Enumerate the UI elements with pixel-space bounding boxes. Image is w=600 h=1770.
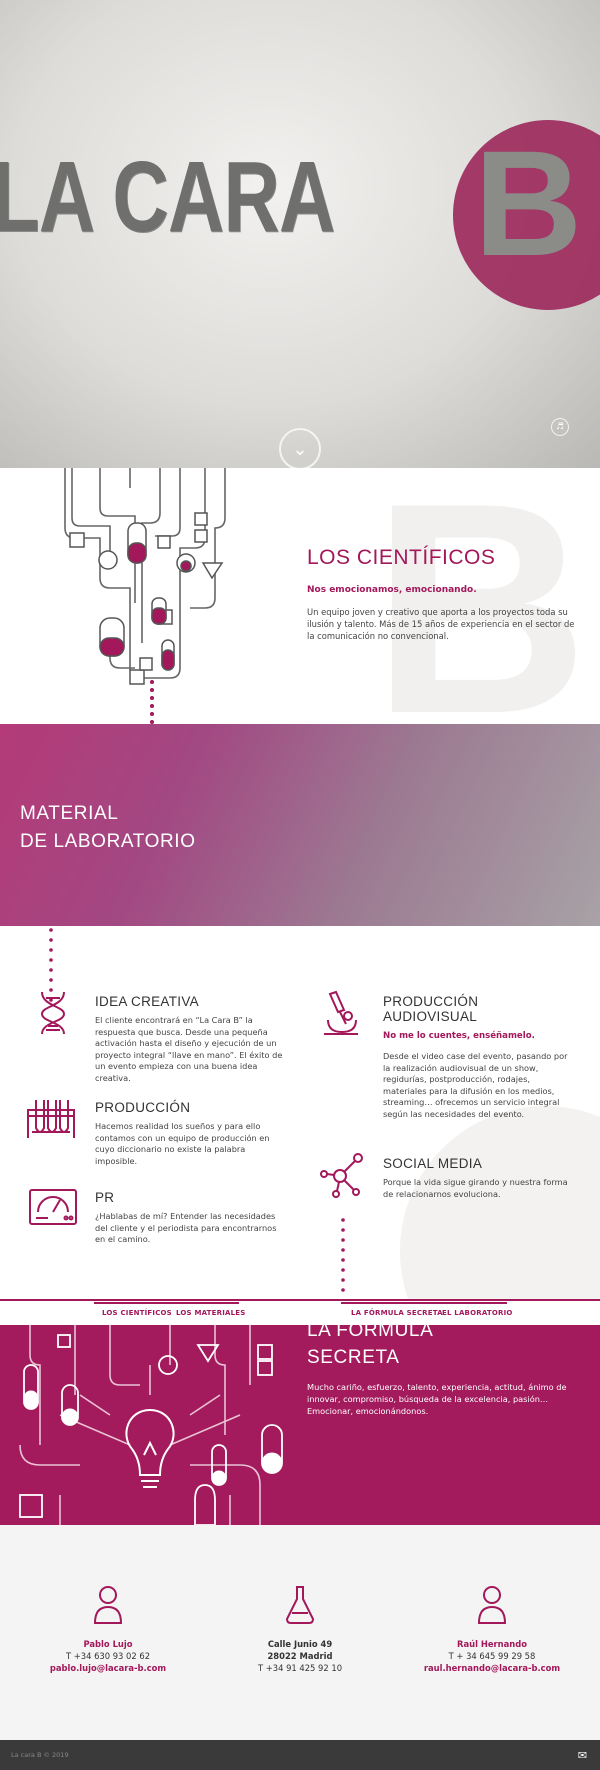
network-icon bbox=[320, 1153, 363, 1198]
service-title: SOCIAL MEDIA bbox=[383, 1156, 483, 1171]
section-nav: LOS CIENTÍFICOS LOS MATERIALES LA FÓRMUL… bbox=[0, 1299, 600, 1325]
service-produccion: PRODUCCIÓN Hacemos realidad los sueños y… bbox=[95, 1100, 285, 1167]
service-title: IDEA CREATIVA bbox=[95, 994, 199, 1009]
contact-email[interactable]: raul.hernando@lacara-b.com bbox=[423, 1663, 561, 1673]
contact-raul: Raúl Hernando T + 34 645 99 29 58 raul.h… bbox=[402, 1585, 582, 1674]
dotted-connector bbox=[49, 928, 53, 1002]
formula-body: Mucho cariño, esfuerzo, talento, experie… bbox=[307, 1382, 567, 1416]
contact-name: Raúl Hernando bbox=[457, 1639, 527, 1649]
contact-name: Pablo Lujo bbox=[83, 1639, 133, 1649]
nav-item-cientificos[interactable]: LOS CIENTÍFICOS bbox=[102, 1309, 172, 1317]
nav-indicator-right bbox=[341, 1302, 507, 1304]
service-idea-creativa: IDEA CREATIVA El cliente encontrará en “… bbox=[95, 994, 285, 1085]
scientists-body: Un equipo joven y creativo que aporta a … bbox=[307, 607, 575, 641]
service-body: Hacemos realidad los sueños y para ello … bbox=[95, 1121, 270, 1166]
service-subtitle: No me lo cuentes, enséñamelo. bbox=[383, 1031, 535, 1041]
formula-heading: LA FÓRMULA SECRETA bbox=[307, 1325, 433, 1371]
service-body: ¿Hablabas de mí? Entender las necesidade… bbox=[95, 1211, 277, 1245]
scientists-heading: LOS CIENTÍFICOS bbox=[307, 546, 496, 569]
address-street: Calle Junio 49 bbox=[267, 1639, 333, 1649]
background-b-letter: B bbox=[372, 468, 589, 724]
envelope-icon[interactable]: ✉ bbox=[577, 1749, 588, 1762]
address-phone: T +34 91 425 92 10 bbox=[257, 1663, 343, 1673]
services-section: IDEA CREATIVA El cliente encontrará en “… bbox=[0, 926, 600, 1300]
service-title: PRODUCCIÓN bbox=[95, 1100, 191, 1115]
service-body: Porque la vida sigue girando y nuestra f… bbox=[383, 1177, 568, 1199]
person-icon bbox=[477, 1586, 507, 1624]
material-heading: MATERIAL DE LABORATORIO bbox=[20, 800, 196, 856]
contact-pablo: Pablo Lujo T +34 630 93 02 62 pablo.lujo… bbox=[18, 1585, 198, 1674]
test-tubes-icon bbox=[27, 1100, 75, 1138]
nav-item-materiales[interactable]: LOS MATERIALES bbox=[176, 1309, 246, 1317]
nav-indicator-left bbox=[94, 1302, 239, 1304]
footer: La cara B © 2019 ✉ bbox=[0, 1740, 600, 1770]
nav-item-formula[interactable]: LA FÓRMULA SECRETA bbox=[351, 1309, 443, 1317]
contact-phone: T +34 630 93 02 62 bbox=[65, 1651, 151, 1661]
background-b-shape bbox=[400, 1106, 600, 1300]
copyright: La cara B © 2019 bbox=[11, 1751, 69, 1759]
hero-title: LA CARA bbox=[0, 141, 335, 253]
material-heading-line1: MATERIAL bbox=[20, 803, 119, 824]
material-heading-line2: DE LABORATORIO bbox=[20, 831, 196, 852]
contact-phone: T + 34 645 99 29 58 bbox=[448, 1651, 536, 1661]
service-body: Desde el video case del evento, pasando … bbox=[383, 1051, 568, 1119]
service-title-line1: PRODUCCIÓN bbox=[383, 994, 479, 1009]
contact-section: Pablo Lujo T +34 630 93 02 62 pablo.lujo… bbox=[0, 1525, 600, 1740]
scientists-section: B bbox=[0, 468, 600, 724]
logo-letter: B bbox=[474, 119, 583, 287]
lightbulb-lab-illustration bbox=[19, 1325, 283, 1525]
service-title: PRODUCCIÓN AUDIOVISUAL bbox=[383, 994, 573, 1024]
service-title: PR bbox=[95, 1190, 115, 1205]
contact-address: Calle Junio 49 28022 Madrid T +34 91 425… bbox=[210, 1585, 390, 1674]
chevron-down-icon[interactable]: ⌄ bbox=[279, 428, 321, 468]
service-produccion-audiovisual: PRODUCCIÓN AUDIOVISUAL No me lo cuentes,… bbox=[383, 994, 573, 1121]
formula-heading-line1: LA FÓRMULA bbox=[307, 1325, 434, 1341]
contact-email[interactable]: pablo.lujo@lacara-b.com bbox=[49, 1663, 167, 1673]
material-banner: MATERIAL DE LABORATORIO bbox=[0, 724, 600, 926]
service-social-media: SOCIAL MEDIA Porque la vida sigue girand… bbox=[383, 1156, 573, 1200]
hero-banner: LA CARA B ⌄ ♬ bbox=[0, 0, 600, 468]
flask-icon bbox=[285, 1586, 315, 1624]
formula-section: LA FÓRMULA SECRETA Mucho cariño, esfuerz… bbox=[0, 1325, 600, 1525]
address-city: 28022 Madrid bbox=[267, 1651, 333, 1661]
lab-pipes-illustration bbox=[64, 468, 226, 724]
dotted-connector-right bbox=[341, 1218, 345, 1292]
formula-heading-line2: SECRETA bbox=[307, 1347, 400, 1368]
nav-item-laboratorio[interactable]: EL LABORATORIO bbox=[442, 1309, 513, 1317]
logo-circle bbox=[453, 120, 600, 310]
service-title-line2: AUDIOVISUAL bbox=[383, 1009, 478, 1024]
scientists-lead: Nos emocionamos, emocionando. bbox=[307, 585, 477, 595]
speaker-icon[interactable]: ♬ bbox=[551, 418, 569, 436]
microscope-icon bbox=[324, 990, 358, 1035]
dna-icon bbox=[40, 991, 66, 1035]
service-body: El cliente encontrará en “La Cara B” la … bbox=[95, 1015, 283, 1083]
meter-icon bbox=[29, 1189, 77, 1225]
service-pr: PR ¿Hablabas de mí? Entender las necesid… bbox=[95, 1190, 285, 1246]
person-icon bbox=[93, 1586, 123, 1624]
